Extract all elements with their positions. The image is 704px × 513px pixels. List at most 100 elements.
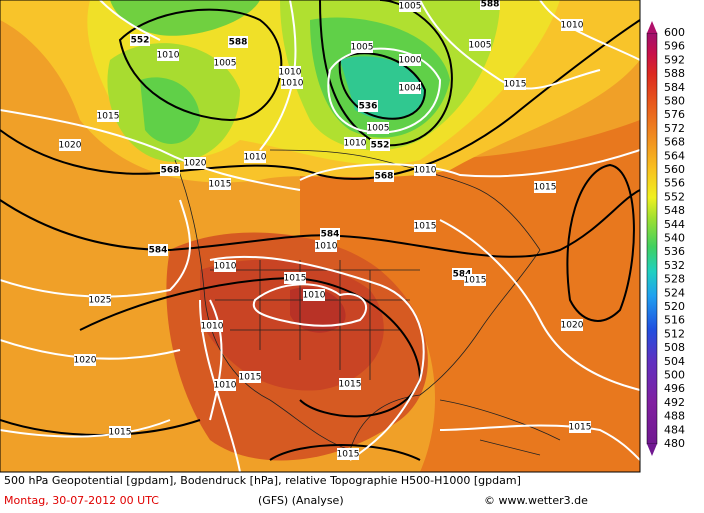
colorbar-label: 584 — [664, 81, 685, 94]
contour-label: 1005 — [367, 124, 390, 134]
label-bg — [201, 320, 223, 332]
label-bg — [89, 294, 111, 306]
colorbar-label: 576 — [664, 108, 685, 121]
colorbar-top-arrow — [647, 21, 657, 33]
contour-label: 1015 — [97, 112, 120, 122]
label-bg — [464, 274, 486, 286]
contour-label: 1010 — [279, 68, 302, 78]
colorbar-label: 600 — [664, 26, 685, 39]
label-bg — [239, 371, 261, 383]
map-frame — [0, 0, 641, 473]
colorbar-label: 516 — [664, 314, 685, 327]
label-bg — [97, 110, 119, 122]
contour-label: 584 — [321, 230, 340, 240]
label-bg — [214, 260, 236, 272]
contour-label: 1015 — [504, 80, 527, 90]
contour-label: 588 — [481, 0, 500, 10]
label-bg — [214, 379, 236, 391]
label-bg — [74, 354, 96, 366]
label-bg — [130, 34, 150, 46]
caption-model: (GFS) (Analyse) — [258, 494, 344, 507]
label-bg — [414, 164, 436, 176]
label-bg — [351, 41, 373, 53]
colorbar-label: 520 — [664, 300, 685, 313]
colorbar-label: 524 — [664, 286, 685, 299]
colorbar-bottom-arrow — [647, 444, 657, 456]
caption-date: Montag, 30-07-2012 00 UTC — [4, 494, 159, 507]
contour-label: 1010 — [157, 51, 180, 61]
contour-label: 1010 — [214, 262, 237, 272]
label-bg — [315, 240, 337, 252]
colorbar-label: 508 — [664, 341, 685, 354]
contour-label: 1015 — [209, 180, 232, 190]
caption-line: 500 hPa Geopotential [gpdam], Bodendruck… — [4, 474, 521, 487]
contour-label: 1000 — [399, 56, 422, 66]
label-bg — [399, 0, 421, 12]
colorbar-label: 592 — [664, 53, 685, 66]
contour-label: 1005 — [469, 41, 492, 51]
contour-label: 1015 — [284, 274, 307, 284]
label-bg — [358, 100, 378, 112]
label-bg — [367, 122, 389, 134]
colorbar-label: 572 — [664, 122, 685, 135]
contour-label: 1020 — [561, 321, 584, 331]
label-bg — [370, 139, 390, 151]
label-bg — [109, 426, 131, 438]
label-bg — [534, 181, 556, 193]
label-bg — [214, 57, 236, 69]
label-bg — [480, 0, 500, 10]
label-bg — [157, 49, 179, 61]
contour-label: 568 — [375, 172, 394, 182]
contour-label: 1010 — [303, 291, 326, 301]
contour-label: 1015 — [414, 222, 437, 232]
contour-label: 1010 — [214, 381, 237, 391]
colorbar-label: 560 — [664, 163, 685, 176]
contour-label: 1025 — [89, 296, 112, 306]
label-bg — [337, 448, 359, 460]
label-bg — [59, 139, 81, 151]
contour-label: 1010 — [201, 322, 224, 332]
caption-credit: © www.wetter3.de — [484, 494, 588, 507]
contour-label: 1015 — [337, 450, 360, 460]
contour-label: 1010 — [561, 21, 584, 31]
colorbar-label: 548 — [664, 204, 685, 217]
label-bg — [320, 228, 340, 240]
label-bg — [209, 178, 231, 190]
colorbar-label: 528 — [664, 273, 685, 286]
label-bg — [281, 77, 303, 89]
label-bg — [279, 66, 301, 78]
label-bg — [414, 220, 436, 232]
colorbar-label: 552 — [664, 190, 685, 203]
colorbar-label: 564 — [664, 149, 685, 162]
colorbar-label: 504 — [664, 355, 685, 368]
contour-label: 1010 — [244, 153, 267, 163]
colorbar-label: 492 — [664, 396, 685, 409]
label-bg — [374, 170, 394, 182]
colorbar — [646, 32, 658, 445]
label-bg — [284, 272, 306, 284]
colorbar-label: 568 — [664, 136, 685, 149]
colorbar-label: 580 — [664, 95, 685, 108]
contour-label: 1010 — [281, 79, 304, 89]
contour-label: 1010 — [315, 242, 338, 252]
contour-label: 1010 — [344, 139, 367, 149]
label-bg — [303, 289, 325, 301]
contour-label: 1020 — [74, 356, 97, 366]
colorbar-label: 540 — [664, 232, 685, 245]
colorbar-label: 484 — [664, 423, 685, 436]
label-bg — [339, 378, 361, 390]
colorbar-label: 556 — [664, 177, 685, 190]
label-bg — [569, 421, 591, 433]
contour-label: 1005 — [214, 59, 237, 69]
label-bg — [469, 39, 491, 51]
contour-label: 1015 — [569, 423, 592, 433]
contour-label: 1005 — [399, 2, 422, 12]
contour-label: 1020 — [184, 159, 207, 169]
contour-label: 1010 — [414, 166, 437, 176]
contour-label: 584 — [453, 270, 472, 280]
colorbar-label: 496 — [664, 382, 685, 395]
contour-label: 1015 — [534, 183, 557, 193]
colorbar-label: 512 — [664, 327, 685, 340]
